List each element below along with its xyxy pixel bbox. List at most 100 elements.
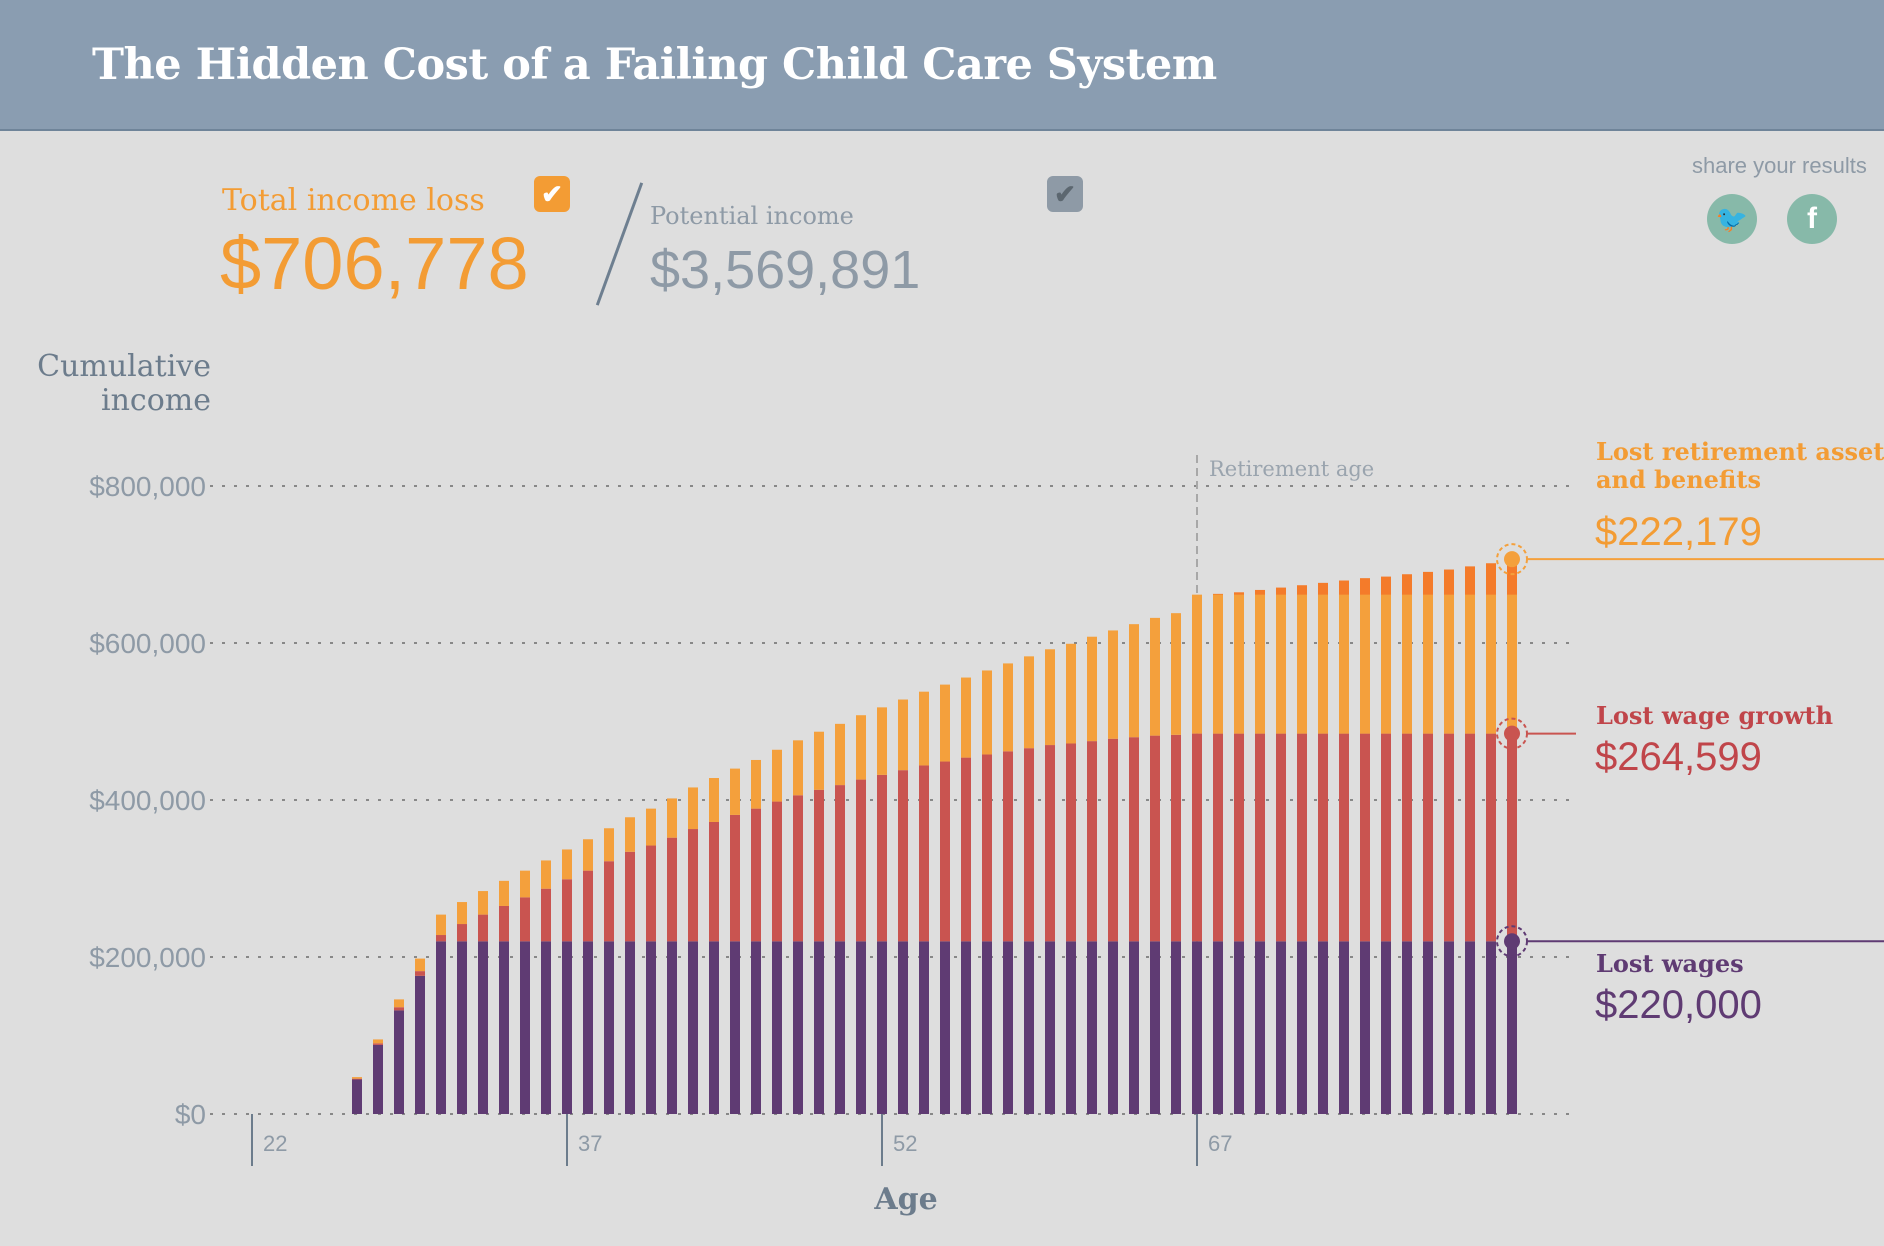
y-tick-label: $400,000 bbox=[89, 785, 206, 816]
bar-segment bbox=[751, 808, 761, 942]
total-loss-checkbox[interactable]: ✔ bbox=[534, 176, 570, 212]
bar-segment bbox=[457, 902, 467, 925]
bar-segment bbox=[1339, 733, 1349, 942]
bar-segment bbox=[1318, 941, 1328, 1114]
bar-segment bbox=[1360, 594, 1370, 734]
legend-marker-ring bbox=[1496, 543, 1528, 576]
legend-marker-dot bbox=[1504, 725, 1520, 742]
bar-segment bbox=[835, 941, 845, 1114]
bar-segment bbox=[1423, 733, 1433, 942]
bar-segment bbox=[961, 757, 971, 942]
bar-segment bbox=[646, 941, 656, 1114]
bar-segment bbox=[1255, 941, 1265, 1114]
bar-segment bbox=[814, 789, 824, 942]
bar-segment bbox=[1087, 636, 1097, 742]
bar-segment bbox=[1339, 594, 1349, 734]
twitter-share-button[interactable]: 🐦 bbox=[1707, 194, 1757, 244]
bar-segment bbox=[1465, 733, 1475, 942]
potential-income-value: $3,569,891 bbox=[650, 240, 921, 300]
bar-segment bbox=[352, 1079, 362, 1114]
bar-segment bbox=[1255, 733, 1265, 942]
legend-value: $220,000 bbox=[1595, 983, 1762, 1027]
bar-segment bbox=[709, 778, 719, 822]
bar-segment bbox=[1192, 594, 1202, 734]
legend-title: and benefits bbox=[1596, 465, 1761, 494]
bar-segment bbox=[793, 795, 803, 942]
bar-segment bbox=[982, 754, 992, 942]
bar-segment bbox=[856, 779, 866, 942]
bar-segment bbox=[1066, 743, 1076, 942]
bar-segment bbox=[793, 740, 803, 796]
bar-segment bbox=[1255, 594, 1265, 734]
bar-segment bbox=[877, 707, 887, 775]
bar-segment bbox=[898, 699, 908, 771]
bar-segment bbox=[562, 941, 572, 1114]
bar-segment bbox=[457, 924, 467, 942]
bar-segment bbox=[520, 897, 530, 942]
x-tick-label: 22 bbox=[263, 1131, 287, 1156]
legend-title: Lost retirement assets bbox=[1596, 437, 1884, 466]
bar-segment bbox=[646, 808, 656, 846]
page-title: The Hidden Cost of a Failing Child Care … bbox=[92, 40, 1217, 90]
bar-segment bbox=[1465, 594, 1475, 734]
bar-segment bbox=[982, 941, 992, 1114]
x-tick-label: 52 bbox=[893, 1131, 917, 1156]
bar-segment bbox=[1507, 594, 1517, 734]
bar-segment bbox=[1150, 941, 1160, 1114]
bar-segment bbox=[499, 880, 509, 906]
bar-segment bbox=[1234, 594, 1244, 734]
bar-segment bbox=[1465, 941, 1475, 1114]
bar-segment bbox=[1171, 734, 1181, 942]
bar-segment bbox=[1003, 663, 1013, 752]
x-axis-label: Age bbox=[873, 1182, 937, 1217]
y-axis-label-line: Cumulative bbox=[37, 349, 211, 384]
bar-segment bbox=[772, 749, 782, 802]
bar-segment bbox=[1381, 941, 1391, 1114]
bar-segment bbox=[583, 870, 593, 942]
bar-segment bbox=[856, 941, 866, 1114]
bar-segment bbox=[1402, 594, 1412, 734]
bar-segment bbox=[1066, 941, 1076, 1114]
bar-segment bbox=[1213, 594, 1223, 734]
bar-segment bbox=[1066, 643, 1076, 744]
bar-segment bbox=[709, 821, 719, 942]
bar-segment bbox=[1381, 594, 1391, 734]
bar-segment bbox=[730, 941, 740, 1114]
bar-segment bbox=[373, 1043, 383, 1045]
bar-segment bbox=[919, 691, 929, 766]
bar-segment bbox=[1171, 613, 1181, 735]
legend-value: $222,179 bbox=[1595, 510, 1762, 554]
y-tick-label: $200,000 bbox=[89, 942, 206, 973]
bar-segment bbox=[541, 941, 551, 1114]
bar-segment bbox=[625, 851, 635, 942]
header-bar: The Hidden Cost of a Failing Child Care … bbox=[0, 0, 1884, 131]
bar-segment bbox=[625, 941, 635, 1114]
bar-segment bbox=[751, 759, 761, 809]
bar-segment bbox=[373, 1044, 383, 1114]
bar-segment bbox=[478, 941, 488, 1114]
bar-segment bbox=[1192, 941, 1202, 1114]
bar-segment bbox=[1003, 751, 1013, 942]
bar-segment bbox=[793, 941, 803, 1114]
bar-segment bbox=[1402, 733, 1412, 942]
y-tick-label: $800,000 bbox=[89, 471, 206, 502]
bar-segment bbox=[373, 1039, 383, 1044]
bar-segment bbox=[436, 941, 446, 1114]
bar-segment bbox=[1024, 748, 1034, 942]
total-income-loss-value: $706,778 bbox=[220, 222, 529, 305]
share-label: share your results bbox=[1692, 153, 1867, 178]
bar-segment bbox=[499, 905, 509, 942]
bar-segment bbox=[1045, 745, 1055, 942]
potential-income-checkbox[interactable]: ✔ bbox=[1047, 176, 1083, 212]
legend-title: Lost wages bbox=[1596, 949, 1744, 978]
bar-segment bbox=[562, 879, 572, 942]
bar-segment bbox=[1045, 941, 1055, 1114]
bar-segment bbox=[877, 774, 887, 942]
y-tick-label: $0 bbox=[175, 1099, 206, 1130]
bar-segment bbox=[856, 715, 866, 780]
bar-segment bbox=[604, 861, 614, 942]
bar-segment bbox=[415, 958, 425, 972]
bar-segment bbox=[1087, 941, 1097, 1114]
facebook-share-button[interactable]: f bbox=[1787, 194, 1837, 244]
legend-marker-ring bbox=[1496, 717, 1528, 750]
